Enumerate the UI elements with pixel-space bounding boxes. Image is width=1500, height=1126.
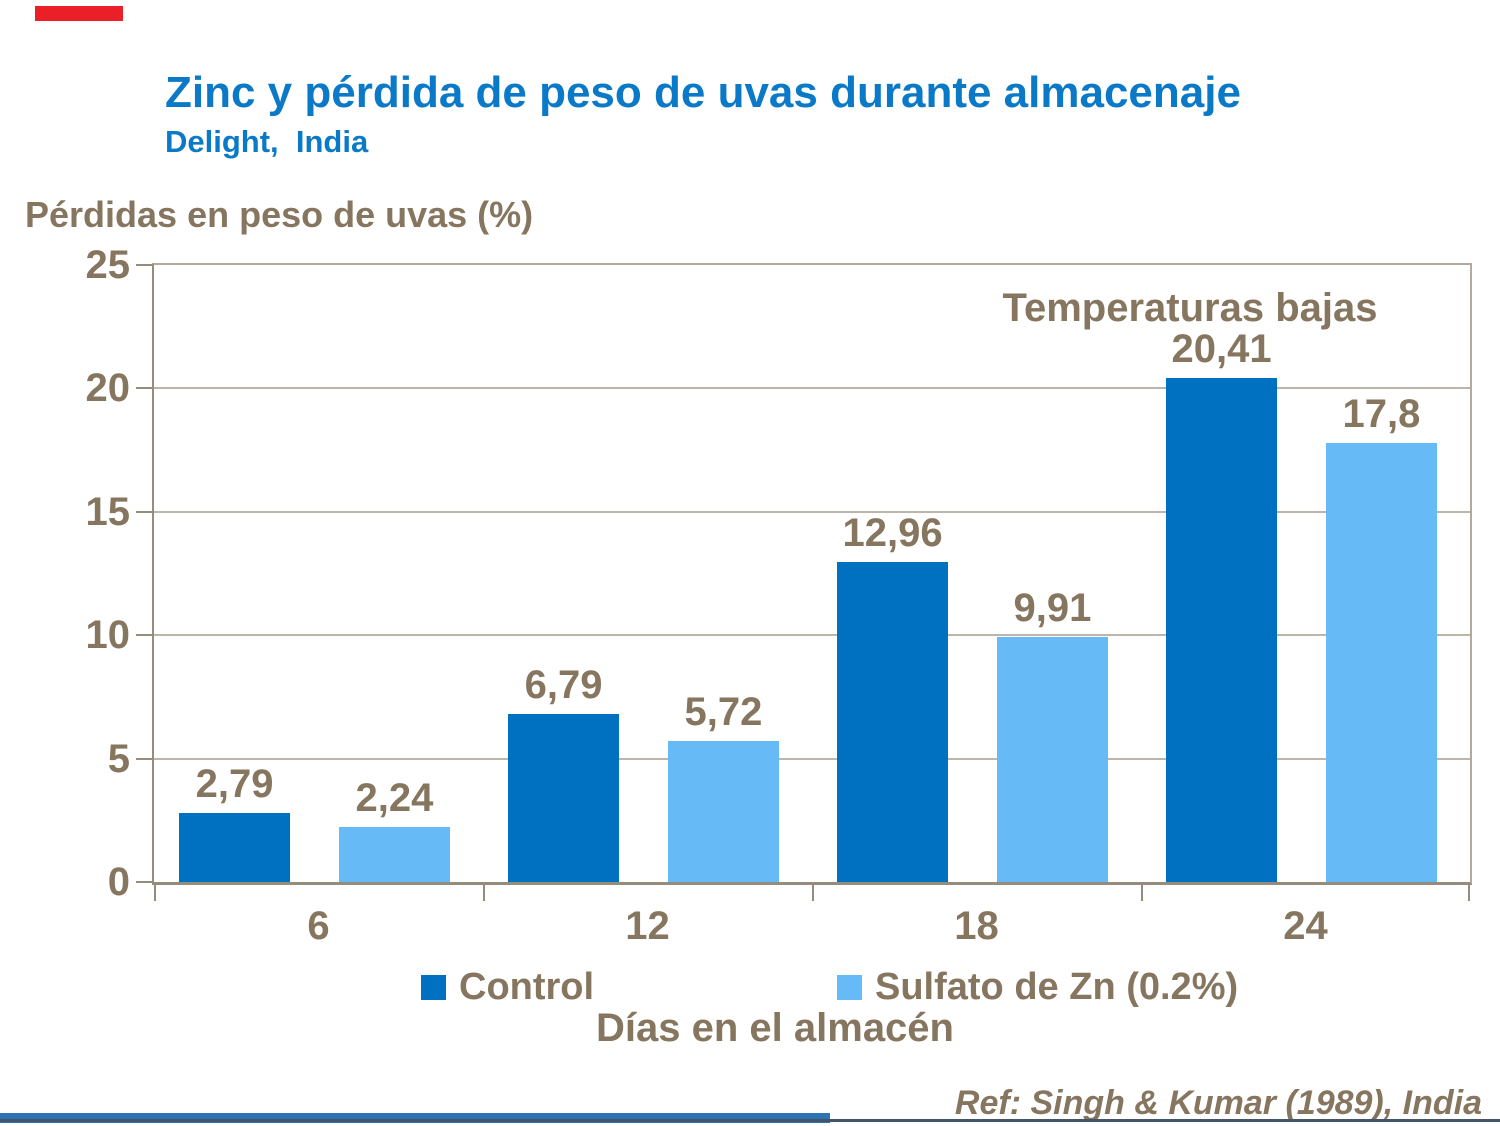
x-tick-mark-3 (1141, 885, 1143, 901)
legend-swatch-control (421, 975, 446, 1000)
x-tick-mark-1 (483, 885, 485, 901)
x-tick-mark-0 (154, 885, 156, 901)
page-subtitle: Delight, India (165, 124, 369, 159)
x-category-label-18: 18 (954, 904, 999, 948)
y-tick-label-5: 5 (107, 736, 130, 781)
gridline-15 (154, 510, 1470, 513)
footer-line (0, 1119, 1500, 1122)
x-tick-mark-2 (812, 885, 814, 901)
reference-citation: Ref: Singh & Kumar (1989), India (954, 1084, 1482, 1122)
bar-value-zn-18: 9,91 (1013, 586, 1092, 631)
bar-value-zn-12: 5,72 (684, 689, 763, 734)
y-tick-label-0: 0 (107, 860, 130, 904)
bar-value-zn-6: 2,24 (355, 775, 434, 820)
y-tick-label-25: 25 (85, 243, 131, 287)
bar-control-6 (179, 813, 291, 882)
x-category-label-24: 24 (1283, 904, 1328, 948)
y-tick-mark-10 (136, 634, 152, 637)
gridline-5 (154, 757, 1470, 760)
legend-item-control: Control (421, 966, 594, 1009)
bar-zn-6 (338, 826, 451, 882)
bar-control-24 (1166, 378, 1278, 882)
x-axis-title: Días en el almacén (596, 1006, 954, 1050)
y-tick-mark-25 (136, 264, 152, 266)
bar-control-12 (508, 714, 620, 882)
x-category-label-12: 12 (625, 904, 670, 948)
y-tick-label-20: 20 (85, 366, 131, 411)
chart-annotation: Temperaturas bajas (1002, 286, 1378, 330)
y-tick-mark-5 (136, 757, 152, 760)
page-title: Zinc y pérdida de peso de uvas durante a… (165, 68, 1241, 117)
legend-label-sulfato-zn: Sulfato de Zn (0.2%) (875, 966, 1239, 1008)
legend-item-sulfato-zn: Sulfato de Zn (0.2%) (837, 966, 1238, 1009)
y-tick-mark-15 (136, 510, 152, 513)
x-tick-mark-4 (1468, 885, 1470, 901)
y-tick-mark-0 (136, 881, 152, 883)
bar-zn-18 (996, 637, 1109, 882)
red-accent-bar (35, 6, 123, 21)
legend-swatch-sulfato-zn (837, 975, 862, 1000)
bar-control-18 (837, 562, 949, 882)
x-category-label-6: 6 (307, 904, 330, 948)
bar-value-control-12: 6,79 (524, 663, 603, 708)
legend-label-control: Control (459, 966, 595, 1008)
bar-zn-24 (1325, 442, 1438, 882)
gridline-10 (154, 634, 1470, 637)
y-tick-label-15: 15 (85, 489, 131, 534)
y-tick-mark-20 (136, 387, 152, 390)
bar-zn-12 (667, 740, 780, 882)
bar-value-control-24: 20,41 (1171, 327, 1272, 372)
plot-area: 0 5 10 15 20 25 6 12 18 24 2,79 6,79 12,96 20,41 2,24 5… (86, 245, 1472, 948)
y-tick-label-10: 10 (85, 613, 131, 658)
footer-blue-bar (0, 1113, 830, 1123)
bar-value-control-6: 2,79 (195, 762, 274, 807)
gridline-20 (154, 387, 1470, 390)
bar-value-control-18: 12,96 (842, 511, 943, 556)
bar-value-zn-24: 17,8 (1342, 391, 1421, 436)
y-axis-title: Pérdidas en peso de uvas (%) (25, 194, 534, 235)
